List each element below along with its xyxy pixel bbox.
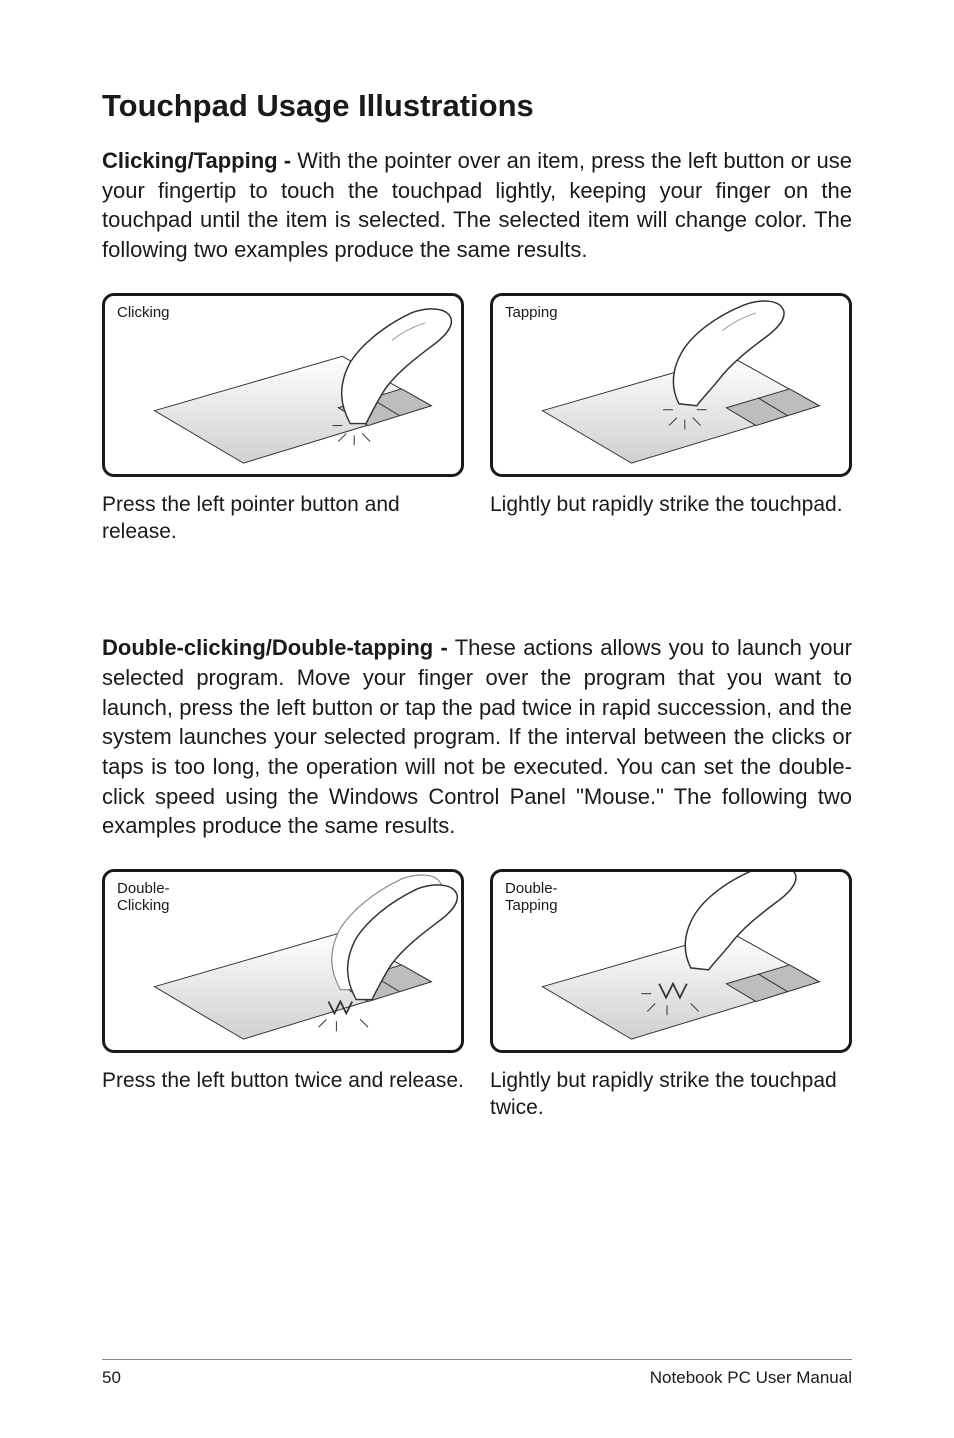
- figure-double-tapping: Double- Tapping: [490, 869, 852, 1053]
- figure-tapping: Tapping: [490, 293, 852, 477]
- figure-box-tapping: Tapping: [490, 293, 852, 477]
- figure-label-clicking: Clicking: [117, 304, 170, 321]
- figure-label-tapping: Tapping: [505, 304, 558, 321]
- caption-tapping: Lightly but rapidly strike the touchpad.: [490, 491, 852, 546]
- page-number: 50: [102, 1368, 121, 1388]
- tapping-illustration: [493, 296, 849, 474]
- footer-title: Notebook PC User Manual: [650, 1368, 852, 1388]
- figure-double-clicking: Double- Clicking: [102, 869, 464, 1053]
- clicking-illustration: [105, 296, 461, 474]
- bold-lead-2: Double-clicking/Double-tapping -: [102, 635, 448, 660]
- para2-rest: These actions allows you to launch your …: [102, 635, 852, 838]
- figure-box-double-tapping: Double- Tapping: [490, 869, 852, 1053]
- figure-box-clicking: Clicking: [102, 293, 464, 477]
- caption-row-2: Press the left button twice and release.…: [102, 1067, 852, 1122]
- caption-clicking: Press the left pointer button and releas…: [102, 491, 464, 546]
- figure-row-2: Double- Clicking: [102, 869, 852, 1053]
- paragraph-clicking: Clicking/Tapping - With the pointer over…: [102, 146, 852, 265]
- figure-label-double-tapping: Double- Tapping: [505, 880, 558, 915]
- caption-double-clicking: Press the left button twice and release.: [102, 1067, 464, 1122]
- caption-row-1: Press the left pointer button and releas…: [102, 491, 852, 546]
- caption-double-tapping: Lightly but rapidly strike the touchpad …: [490, 1067, 852, 1122]
- figure-box-double-clicking: Double- Clicking: [102, 869, 464, 1053]
- spacer: [102, 593, 852, 633]
- figure-row-1: Clicking: [102, 293, 852, 477]
- figure-label-double-clicking: Double- Clicking: [117, 880, 170, 915]
- paragraph-double-clicking: Double-clicking/Double-tapping - These a…: [102, 633, 852, 841]
- page-footer: 50 Notebook PC User Manual: [102, 1359, 852, 1388]
- figure-clicking: Clicking: [102, 293, 464, 477]
- bold-lead-1: Clicking/Tapping -: [102, 148, 291, 173]
- section-heading: Touchpad Usage Illustrations: [102, 88, 852, 124]
